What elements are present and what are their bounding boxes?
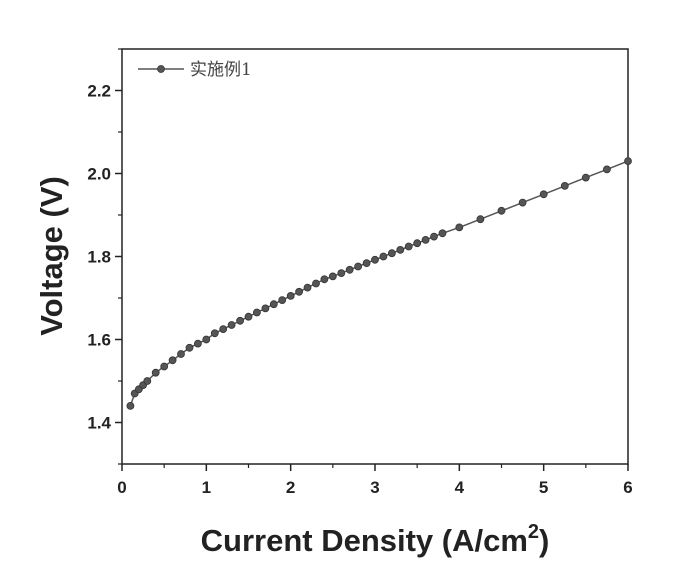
x-tick-label: 2 (286, 478, 295, 497)
data-point (561, 182, 568, 189)
data-point (194, 340, 201, 347)
data-point (519, 199, 526, 206)
data-point (388, 250, 395, 257)
x-axis-title-main: Current Density (A/cm (201, 523, 528, 558)
x-tick-label: 3 (370, 478, 379, 497)
data-point (211, 330, 218, 337)
y-tick-label: 2.2 (87, 82, 111, 101)
data-point (422, 236, 429, 243)
data-point (270, 301, 277, 308)
data-point (431, 233, 438, 240)
legend-label: 实施例1 (190, 60, 252, 80)
x-axis-title-close: ) (539, 523, 549, 558)
x-tick-label: 1 (202, 478, 211, 497)
data-point (287, 292, 294, 299)
data-point (245, 313, 252, 320)
data-point (304, 284, 311, 291)
x-tick-label: 4 (455, 478, 465, 497)
data-point (397, 246, 404, 253)
data-point (161, 363, 168, 370)
data-point (439, 230, 446, 237)
data-point (603, 166, 610, 173)
y-tick-label: 1.4 (87, 414, 111, 433)
data-point (372, 256, 379, 263)
data-point (338, 270, 345, 277)
data-point (355, 263, 362, 270)
y-tick-label: 2.0 (87, 165, 111, 184)
x-axis: 0 1 2 3 4 5 6 (117, 464, 632, 497)
data-point (625, 158, 632, 165)
data-point (540, 191, 547, 198)
series-0 (127, 158, 632, 410)
data-point (169, 357, 176, 364)
data-point (186, 344, 193, 351)
y-tick-label: 1.8 (87, 248, 111, 267)
y-axis-title: Voltage (V) (34, 176, 69, 336)
data-point (237, 317, 244, 324)
y-tick-label: 1.6 (87, 331, 111, 350)
x-tick-label: 6 (623, 478, 632, 497)
data-point (279, 297, 286, 304)
data-point (262, 305, 269, 312)
data-point (380, 253, 387, 260)
x-tick-label: 0 (117, 478, 126, 497)
data-point (329, 273, 336, 280)
data-point (296, 288, 303, 295)
data-point (582, 174, 589, 181)
data-point (414, 240, 421, 247)
data-point (152, 369, 159, 376)
data-point (477, 216, 484, 223)
data-point (498, 207, 505, 214)
data-point (253, 309, 260, 316)
data-point (313, 280, 320, 287)
data-point (363, 260, 370, 267)
data-point (346, 266, 353, 273)
series-line (130, 161, 628, 406)
data-point (321, 276, 328, 283)
data-point (405, 243, 412, 250)
data-point (220, 326, 227, 333)
x-axis-title-superscript: 2 (528, 521, 539, 543)
data-point (178, 351, 185, 358)
x-tick-label: 5 (539, 478, 548, 497)
legend: 实施例1 (138, 60, 252, 80)
series-layer (127, 158, 632, 410)
data-point (228, 322, 235, 329)
data-point (127, 402, 134, 409)
legend-marker (158, 66, 165, 73)
data-point (456, 224, 463, 231)
x-axis-title: Current Density (A/cm2) (201, 521, 550, 558)
data-point (203, 336, 210, 343)
y-axis: 1.4 1.6 1.8 2.0 2.2 (87, 49, 122, 464)
data-point (144, 378, 151, 385)
